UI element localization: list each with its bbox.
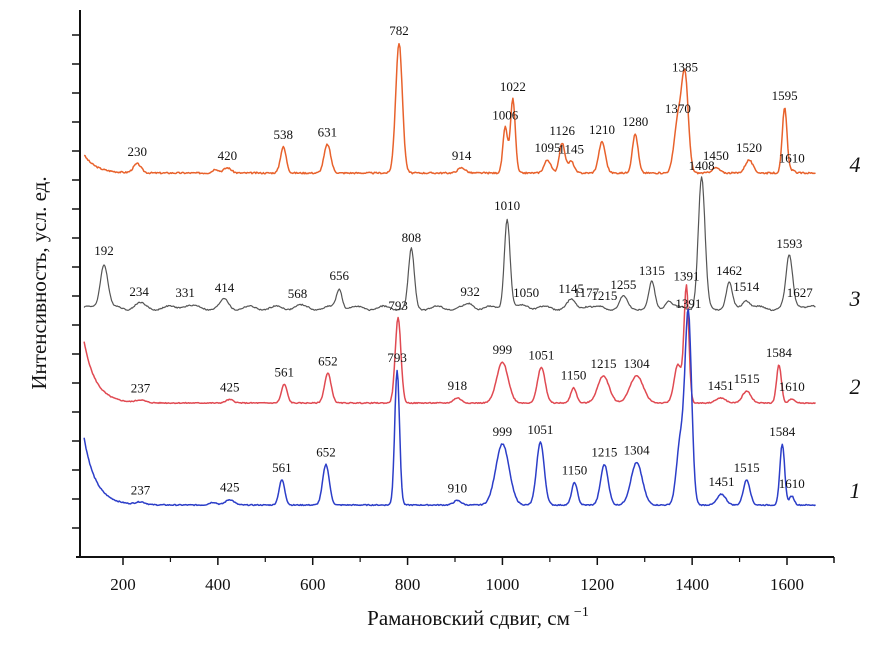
peak-label-series-4: 1022 xyxy=(500,79,526,94)
peak-label-series-4: 1280 xyxy=(622,114,648,129)
peak-label-series-4: 1610 xyxy=(779,150,805,165)
x-tick-label: 800 xyxy=(395,575,421,594)
peak-label-series-2: 561 xyxy=(275,364,295,379)
x-axis-title-text: Рамановский сдвиг, см xyxy=(367,606,570,630)
peak-label-series-1: 1051 xyxy=(527,422,553,437)
peak-label-series-2: 1215 xyxy=(590,356,616,371)
peak-label-series-3: 932 xyxy=(460,284,480,299)
series-3-line xyxy=(83,176,816,312)
x-tick-label: 200 xyxy=(110,575,136,594)
peak-label-series-2: 425 xyxy=(220,380,240,395)
curve-id-1: 1 xyxy=(850,478,861,503)
peak-label-series-1: 1391 xyxy=(675,296,701,311)
peak-label-series-3: 1255 xyxy=(610,277,636,292)
peak-label-series-4: 1595 xyxy=(772,88,798,103)
peak-label-series-2: 1391 xyxy=(673,268,699,283)
peak-label-series-3: 414 xyxy=(215,280,235,295)
peak-label-series-3: 568 xyxy=(288,286,308,301)
peak-label-series-3: 331 xyxy=(175,285,195,300)
peak-label-series-1: 1584 xyxy=(769,424,796,439)
peak-label-series-4: 230 xyxy=(127,144,147,159)
peak-label-series-4: 1450 xyxy=(703,148,729,163)
peak-label-series-4: 914 xyxy=(452,148,472,163)
x-tick-label: 1600 xyxy=(770,575,804,594)
peak-label-series-3: 1145 xyxy=(558,281,584,296)
x-tick-label: 600 xyxy=(300,575,326,594)
peak-label-series-2: 652 xyxy=(318,353,338,368)
x-axis-title: Рамановский сдвиг, см −1 xyxy=(367,605,589,630)
peak-label-series-1: 425 xyxy=(220,480,240,495)
peak-label-series-4: 1370 xyxy=(665,101,691,116)
x-tick-label: 1200 xyxy=(580,575,614,594)
peak-label-series-3: 1050 xyxy=(513,285,539,300)
peak-label-series-3: 1315 xyxy=(639,263,665,278)
peak-label-series-3: 192 xyxy=(94,243,114,258)
peak-label-series-3: 1010 xyxy=(494,198,520,213)
curve-id-2: 2 xyxy=(850,374,861,399)
peak-label-series-4: 1520 xyxy=(736,140,762,155)
peak-label-series-1: 561 xyxy=(272,460,292,475)
peak-label-series-4: 1126 xyxy=(549,123,575,138)
peak-label-series-1: 793 xyxy=(387,350,407,365)
peak-label-series-2: 1515 xyxy=(734,371,760,386)
peak-label-series-1: 1304 xyxy=(624,443,651,458)
peak-label-series-3: 1462 xyxy=(716,263,742,278)
curve-number-labels: 4 3 2 1 xyxy=(849,152,861,503)
peak-label-series-2: 1451 xyxy=(708,378,734,393)
peak-label-series-2: 999 xyxy=(493,342,513,357)
peak-label-series-4: 1145 xyxy=(558,141,584,156)
series-4-line xyxy=(83,42,816,175)
peak-label-series-1: 1515 xyxy=(734,460,760,475)
spectra-curves xyxy=(83,42,816,507)
peak-label-series-4: 1095 xyxy=(534,140,560,155)
peak-label-series-3: 1627 xyxy=(787,285,814,300)
x-tick-label: 1400 xyxy=(675,575,709,594)
peak-label-series-2: 793 xyxy=(388,298,408,313)
peak-label-series-1: 1610 xyxy=(779,476,805,491)
peak-label-series-3: 234 xyxy=(129,284,149,299)
axes: 200 400 600 800 1000 1200 1400 1600 xyxy=(72,10,835,594)
peak-label-series-2: 237 xyxy=(131,380,151,395)
peak-label-series-3: 1514 xyxy=(733,279,760,294)
peak-label-series-4: 1006 xyxy=(492,108,519,123)
peak-label-series-1: 1215 xyxy=(591,445,617,460)
x-tick-label: 400 xyxy=(205,575,231,594)
peak-label-series-4: 1210 xyxy=(589,122,615,137)
peak-label-series-1: 910 xyxy=(448,481,468,496)
peak-label-series-3: 1408 xyxy=(689,158,715,173)
curve-id-3: 3 xyxy=(849,286,861,311)
peak-label-series-4: 631 xyxy=(318,124,338,139)
peak-labels: 230 420 538 631 782 914 1006 1022 1095 1126 1145 12… xyxy=(94,23,813,497)
series-1-line xyxy=(83,308,816,507)
peak-label-series-3: 656 xyxy=(330,268,350,283)
peak-label-series-1: 999 xyxy=(493,424,513,439)
peak-label-series-2: 1610 xyxy=(779,379,805,394)
peak-label-series-1: 652 xyxy=(316,445,336,460)
peak-label-series-1: 237 xyxy=(131,482,151,497)
peak-label-series-4: 420 xyxy=(218,148,238,163)
peak-label-series-3: 1177 xyxy=(574,285,600,300)
peak-label-series-4: 538 xyxy=(274,127,294,142)
peak-label-series-2: 1051 xyxy=(528,347,554,362)
x-tick-label: 1000 xyxy=(485,575,519,594)
y-axis-title: Интенсивность, усл. ед. xyxy=(27,176,51,389)
peak-label-series-2: 1584 xyxy=(766,345,793,360)
peak-label-series-1: 1150 xyxy=(562,463,588,478)
peak-label-series-3: 1215 xyxy=(591,288,617,303)
peak-label-series-2: 1304 xyxy=(624,356,651,371)
peak-label-series-4: 782 xyxy=(389,23,409,38)
peak-label-series-2: 918 xyxy=(448,378,468,393)
peak-label-series-1: 1451 xyxy=(709,474,735,489)
series-2-line xyxy=(83,284,816,405)
peak-label-series-3: 1593 xyxy=(776,236,802,251)
peak-label-series-3: 808 xyxy=(402,230,422,245)
peak-label-series-4: 1385 xyxy=(672,59,698,74)
curve-id-4: 4 xyxy=(850,152,861,177)
x-axis-title-superscript: −1 xyxy=(574,605,589,620)
peak-label-series-2: 1150 xyxy=(561,368,587,383)
